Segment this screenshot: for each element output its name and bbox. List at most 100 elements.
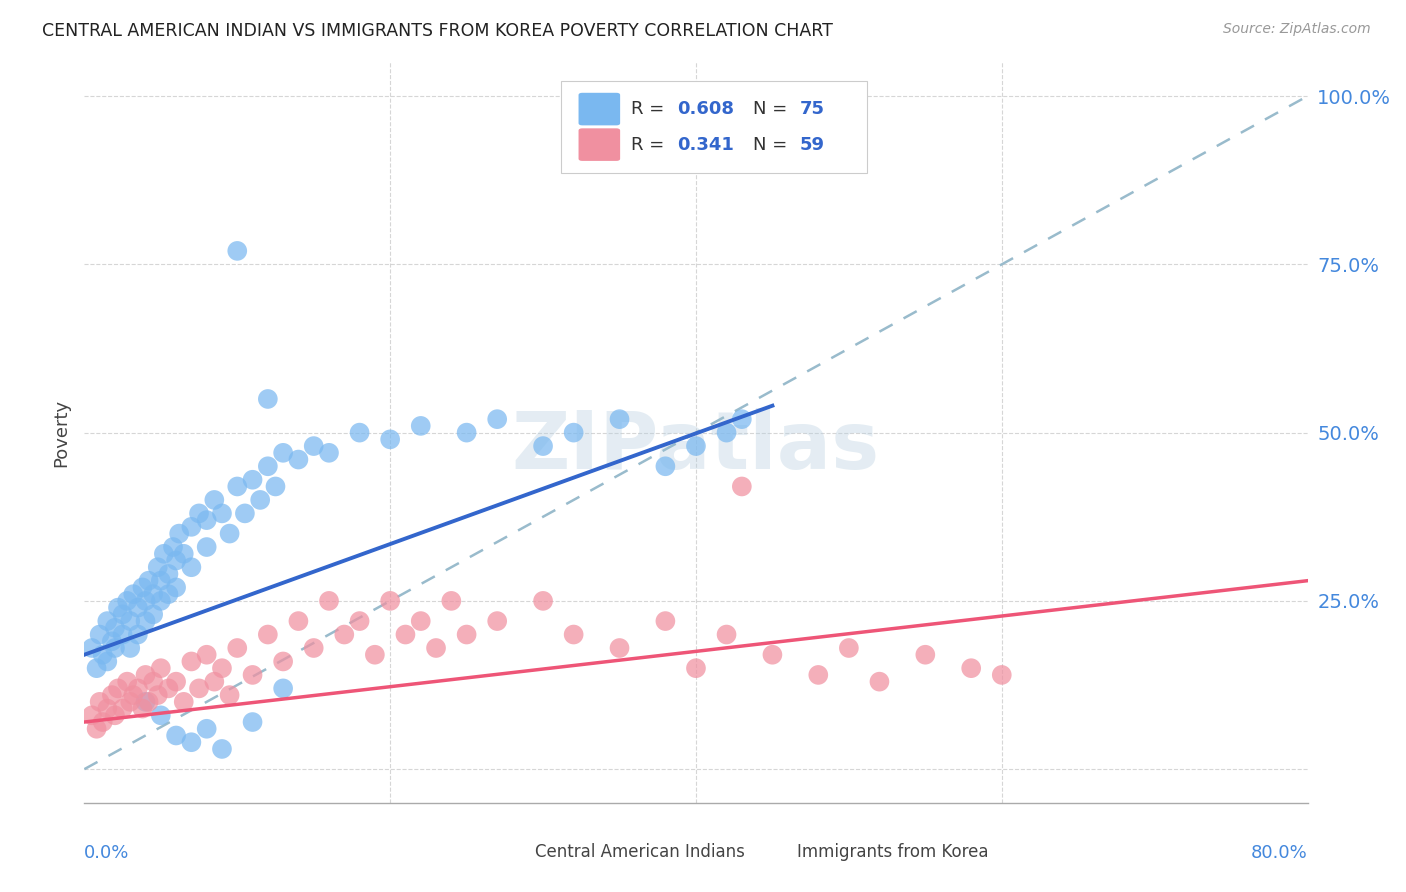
Point	[654, 614, 676, 628]
Point	[349, 425, 371, 440]
Point	[91, 648, 114, 662]
Point	[180, 655, 202, 669]
Point	[157, 566, 180, 581]
Point	[333, 627, 356, 641]
Point	[157, 587, 180, 601]
Point	[149, 574, 172, 588]
Point	[456, 627, 478, 641]
Point	[914, 648, 936, 662]
Point	[318, 446, 340, 460]
Point	[531, 439, 554, 453]
Point	[180, 520, 202, 534]
Point	[107, 600, 129, 615]
Point	[685, 439, 707, 453]
Point	[211, 507, 233, 521]
Point	[86, 722, 108, 736]
Point	[731, 479, 754, 493]
FancyBboxPatch shape	[578, 93, 620, 126]
Point	[120, 614, 142, 628]
Point	[807, 668, 830, 682]
Point	[104, 640, 127, 655]
Point	[609, 640, 631, 655]
Point	[104, 621, 127, 635]
Point	[440, 594, 463, 608]
Point	[562, 627, 585, 641]
Point	[157, 681, 180, 696]
Point	[486, 614, 509, 628]
Point	[271, 681, 294, 696]
Point	[409, 418, 432, 433]
Point	[685, 661, 707, 675]
Point	[394, 627, 416, 641]
Point	[349, 614, 371, 628]
Point	[142, 587, 165, 601]
Point	[142, 674, 165, 689]
Point	[960, 661, 983, 675]
Point	[991, 668, 1014, 682]
Point	[96, 701, 118, 715]
Point	[138, 695, 160, 709]
Point	[165, 674, 187, 689]
Text: N =: N =	[754, 136, 793, 153]
Point	[242, 714, 264, 729]
Point	[111, 627, 134, 641]
Point	[271, 655, 294, 669]
Point	[111, 607, 134, 622]
Point	[731, 412, 754, 426]
Point	[242, 473, 264, 487]
Point	[153, 547, 176, 561]
Point	[122, 587, 145, 601]
Text: 0.0%: 0.0%	[84, 844, 129, 862]
Text: CENTRAL AMERICAN INDIAN VS IMMIGRANTS FROM KOREA POVERTY CORRELATION CHART: CENTRAL AMERICAN INDIAN VS IMMIGRANTS FR…	[42, 22, 832, 40]
Point	[173, 695, 195, 709]
Point	[86, 661, 108, 675]
Point	[233, 507, 256, 521]
Point	[135, 668, 157, 682]
Point	[242, 668, 264, 682]
Point	[302, 439, 325, 453]
Point	[211, 742, 233, 756]
Text: 59: 59	[800, 136, 825, 153]
Point	[180, 735, 202, 749]
Point	[96, 655, 118, 669]
Point	[380, 594, 402, 608]
Point	[226, 244, 249, 258]
Point	[138, 574, 160, 588]
Point	[218, 688, 240, 702]
Point	[165, 729, 187, 743]
Point	[609, 412, 631, 426]
Point	[318, 594, 340, 608]
Point	[226, 640, 249, 655]
Point	[115, 594, 138, 608]
Point	[716, 425, 738, 440]
Point	[211, 661, 233, 675]
Point	[89, 695, 111, 709]
Point	[654, 459, 676, 474]
Point	[249, 492, 271, 507]
Point	[115, 674, 138, 689]
Point	[180, 560, 202, 574]
Text: 75: 75	[800, 100, 825, 118]
Point	[135, 594, 157, 608]
Point	[131, 581, 153, 595]
Point	[486, 412, 509, 426]
Point	[165, 581, 187, 595]
Point	[146, 560, 169, 574]
FancyBboxPatch shape	[498, 840, 530, 863]
Point	[202, 492, 225, 507]
Point	[195, 648, 218, 662]
Point	[167, 526, 190, 541]
Point	[257, 459, 280, 474]
Point	[257, 627, 280, 641]
Text: R =: R =	[631, 136, 671, 153]
Point	[91, 714, 114, 729]
Text: 0.341: 0.341	[678, 136, 734, 153]
Point	[120, 640, 142, 655]
Point	[425, 640, 447, 655]
Point	[264, 479, 287, 493]
Text: 80.0%: 80.0%	[1251, 844, 1308, 862]
Point	[146, 688, 169, 702]
Text: N =: N =	[754, 100, 793, 118]
Point	[127, 627, 149, 641]
Point	[271, 446, 294, 460]
